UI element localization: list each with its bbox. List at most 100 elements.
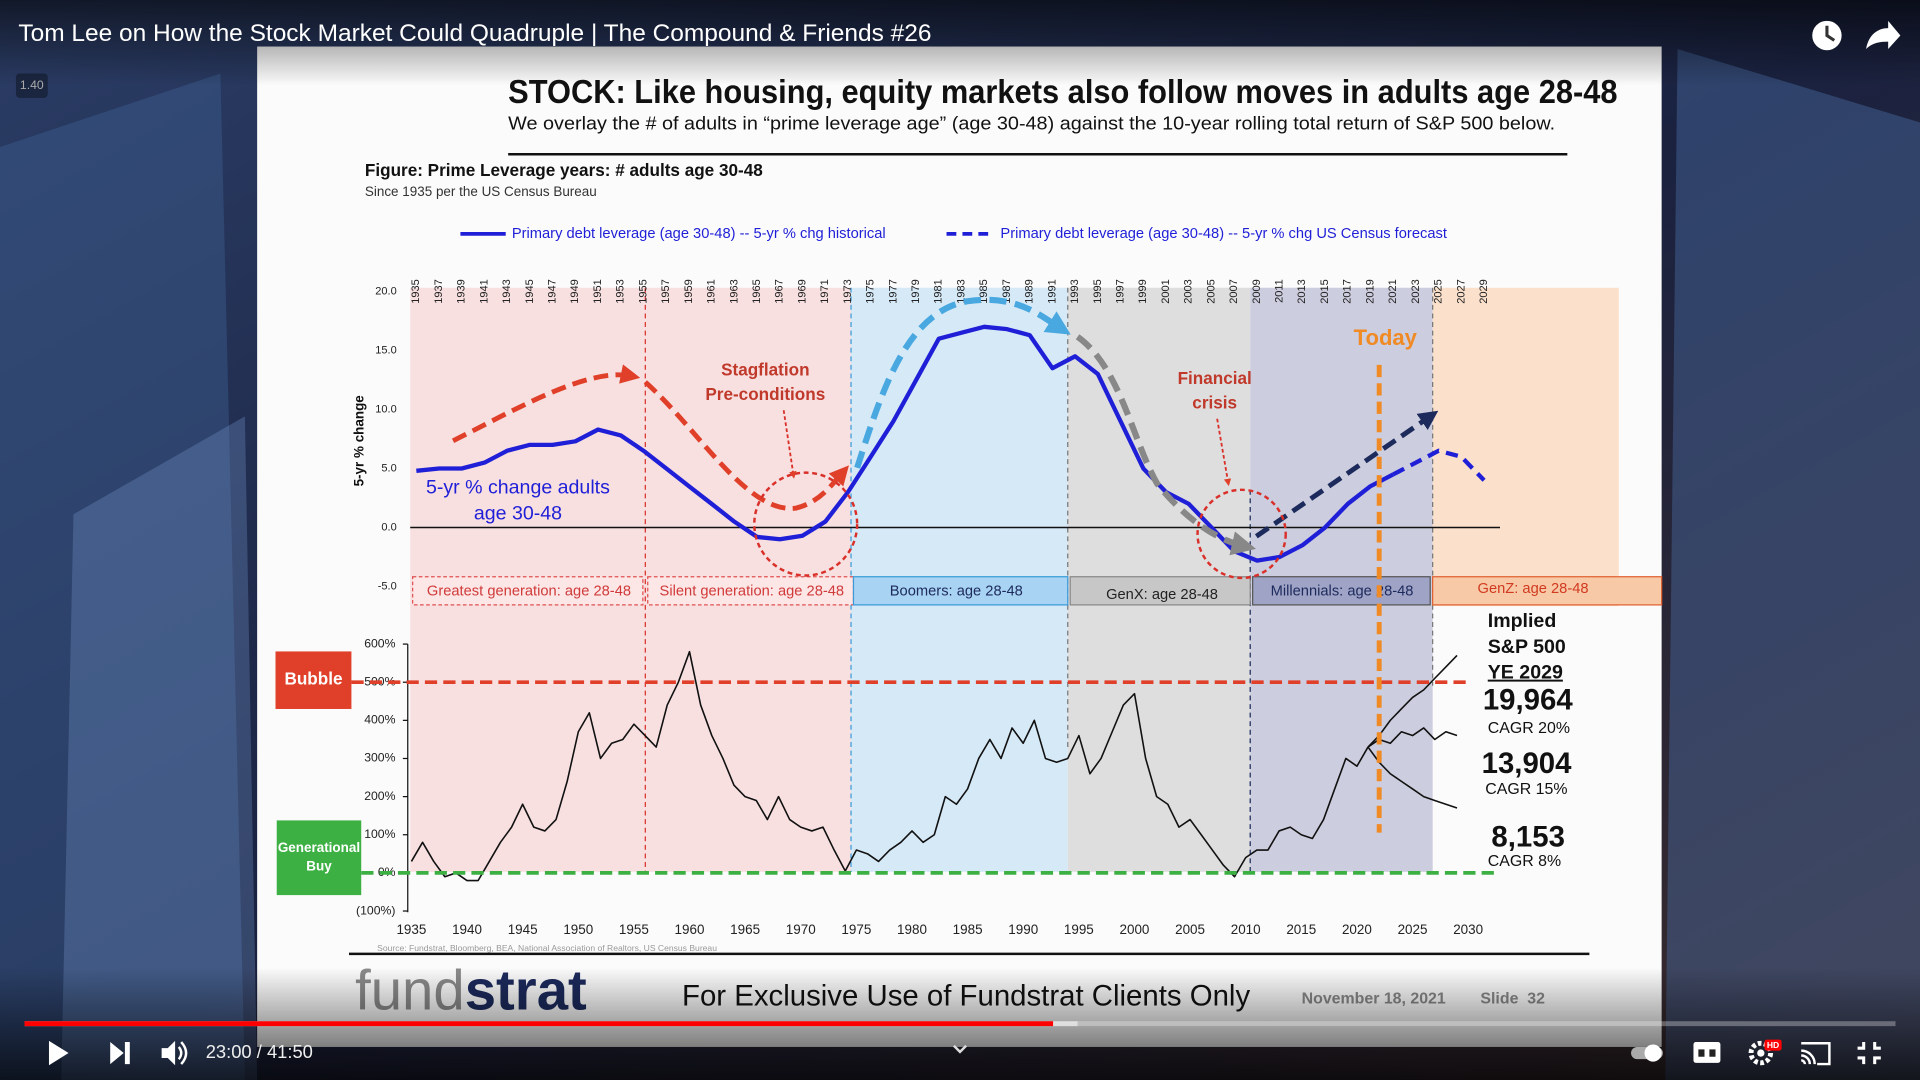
x-tick-label: 2013 bbox=[1296, 279, 1308, 304]
watch-later[interactable] bbox=[1812, 20, 1842, 51]
generation-row: Greatest generation: age 28-48 Silent ge… bbox=[412, 576, 1663, 606]
x-tick-label: 2007 bbox=[1228, 279, 1240, 304]
x-tick-label: 1970 bbox=[786, 922, 816, 937]
x-tick-label: 1991 bbox=[1046, 279, 1058, 304]
x-tick-label: 1975 bbox=[865, 279, 877, 304]
series-line bbox=[1367, 727, 1458, 748]
generation-box bbox=[1432, 576, 1663, 606]
annotation: Stagflation bbox=[721, 360, 809, 380]
legend-label: Primary debt leverage (age 30-48) -- 5-y… bbox=[1000, 226, 1447, 242]
x-tick-label: 2005 bbox=[1175, 922, 1205, 937]
building bbox=[1665, 48, 1920, 1080]
implied-heading: YE 2029 bbox=[1488, 662, 1563, 684]
y-tick-label: -5.0 bbox=[378, 580, 397, 592]
annotation: Pre-conditions bbox=[705, 384, 825, 404]
building bbox=[0, 73, 245, 1080]
arrow bbox=[854, 296, 1071, 469]
captions-button[interactable] bbox=[1693, 1042, 1721, 1063]
x-tick-label: 2029 bbox=[1478, 279, 1490, 304]
arrow bbox=[643, 380, 849, 511]
x-tick-label: 2027 bbox=[1455, 279, 1467, 304]
y-tick-label: 0.0 bbox=[381, 521, 396, 533]
arrow bbox=[451, 364, 641, 444]
y-tick-label: 20.0 bbox=[375, 285, 396, 297]
x-tick-label: 1977 bbox=[887, 279, 899, 304]
y-tick-label: 100% bbox=[364, 827, 395, 841]
reference-label: Generational bbox=[278, 840, 360, 855]
y-tick-label: 300% bbox=[364, 751, 395, 765]
x-tick-label: 1965 bbox=[751, 279, 763, 304]
x-tick-label: 1955 bbox=[619, 922, 649, 937]
arrow bbox=[1075, 334, 1257, 556]
x-tick-label: 1975 bbox=[841, 922, 871, 937]
series-line bbox=[410, 650, 1369, 882]
series-line bbox=[1367, 654, 1458, 748]
generation-label: GenZ: age 28-48 bbox=[1478, 581, 1589, 597]
play-button[interactable] bbox=[48, 1040, 69, 1066]
video-title[interactable]: Tom Lee on How the Stock Market Could Qu… bbox=[18, 20, 931, 47]
share[interactable] bbox=[1866, 20, 1901, 49]
x-tick-label: 2009 bbox=[1251, 279, 1263, 304]
x-tick-label: 2003 bbox=[1183, 279, 1195, 304]
y-tick-label: 600% bbox=[364, 636, 395, 650]
progress-played bbox=[24, 1021, 1054, 1027]
x-tick-label: 2030 bbox=[1453, 922, 1483, 937]
generation-box bbox=[412, 576, 644, 606]
x-tick-label: 1980 bbox=[897, 922, 927, 937]
next-button[interactable] bbox=[110, 1042, 130, 1065]
x-tick-label: 1965 bbox=[730, 922, 760, 937]
badge: 1.40 bbox=[20, 78, 44, 92]
chevron[interactable] bbox=[953, 1044, 967, 1054]
return-chart: 600%500%400%300%200%100%0%(100%)19351940… bbox=[275, 325, 1590, 956]
autoplay-toggle[interactable] bbox=[1631, 1044, 1663, 1062]
cast-button[interactable] bbox=[1800, 1042, 1831, 1066]
x-tick-label: 1945 bbox=[508, 922, 538, 937]
band bbox=[1432, 287, 1619, 607]
x-tick-label: 1945 bbox=[524, 279, 536, 304]
x-tick-label: 1949 bbox=[569, 279, 581, 304]
icon bbox=[1709, 1049, 1716, 1057]
x-tick-label: 1935 bbox=[410, 279, 422, 304]
annotation: Financial bbox=[1178, 368, 1252, 388]
implied-heading: Implied bbox=[1488, 610, 1557, 632]
curve-label: 5-yr % change adults bbox=[426, 477, 610, 499]
x-tick-label: 2001 bbox=[1160, 279, 1172, 304]
legend-label: Primary debt leverage (age 30-48) -- 5-y… bbox=[512, 226, 886, 242]
x-tick-label: 1993 bbox=[1069, 279, 1081, 304]
implied-targets: Implied S&P 500 YE 2029 19,964 CAGR 20% … bbox=[1482, 610, 1574, 870]
reference-label: Buy bbox=[306, 859, 332, 874]
x-tick-label: 2011 bbox=[1274, 279, 1286, 303]
x-tick-label: 2025 bbox=[1398, 922, 1428, 937]
x-tick-label: 1951 bbox=[592, 279, 604, 304]
x-tick-label: 1999 bbox=[1137, 279, 1149, 304]
icon bbox=[1748, 1040, 1774, 1066]
y-tick-label: 10.0 bbox=[375, 403, 396, 415]
x-tick-label: 2021 bbox=[1387, 279, 1399, 304]
icon bbox=[1757, 1049, 1765, 1057]
target-level: 8,153 bbox=[1491, 821, 1565, 854]
x-tick-label: 1981 bbox=[933, 279, 945, 304]
target-cagr: CAGR 15% bbox=[1485, 781, 1567, 798]
highlight-circle bbox=[1196, 488, 1287, 580]
top-shade bbox=[0, 0, 1920, 86]
volume-button[interactable] bbox=[161, 1040, 188, 1066]
x-tick-label: 1941 bbox=[478, 279, 490, 304]
generation-label: Millennials: age 28-48 bbox=[1271, 583, 1414, 599]
figure-title: Figure: Prime Leverage years: # adults a… bbox=[365, 160, 763, 180]
source: Source: Fundstrat, Bloomberg, BEA, Natio… bbox=[377, 943, 717, 953]
x-tick-label: 1963 bbox=[728, 279, 740, 304]
x-tick-label: 1971 bbox=[819, 279, 831, 304]
settings-button[interactable]: HD bbox=[1748, 1039, 1782, 1066]
exit-fullscreen[interactable] bbox=[1857, 1042, 1881, 1065]
x-tick-label: 2025 bbox=[1433, 279, 1445, 304]
generation-box bbox=[647, 576, 855, 606]
figure-note: Since 1935 per the US Census Bureau bbox=[365, 184, 597, 199]
generation-label: Boomers: age 28-48 bbox=[890, 583, 1023, 599]
x-tick-label: 1953 bbox=[615, 279, 627, 304]
series-line bbox=[1392, 448, 1486, 482]
x-tick-label: 2015 bbox=[1319, 279, 1331, 304]
x-tick-label: 2023 bbox=[1410, 279, 1422, 304]
x-tick-label: 1943 bbox=[501, 279, 513, 304]
